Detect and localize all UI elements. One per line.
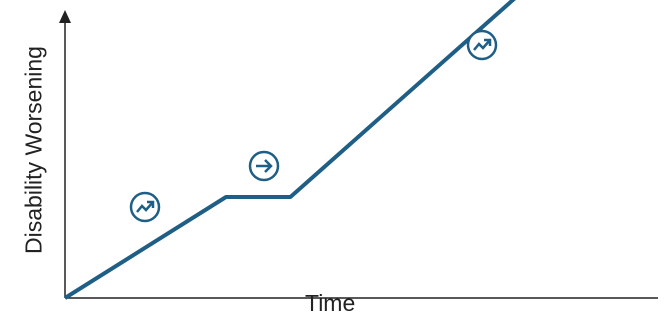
disability-trend-line [63, 0, 516, 300]
y-axis-label: Disability Worsening [20, 46, 47, 254]
x-axis-label: Time [305, 290, 356, 316]
arrow-right-icon [248, 150, 280, 182]
trending-up-icon [466, 29, 498, 61]
y-axis-arrowhead [59, 10, 71, 23]
trending-up-icon [129, 191, 161, 223]
